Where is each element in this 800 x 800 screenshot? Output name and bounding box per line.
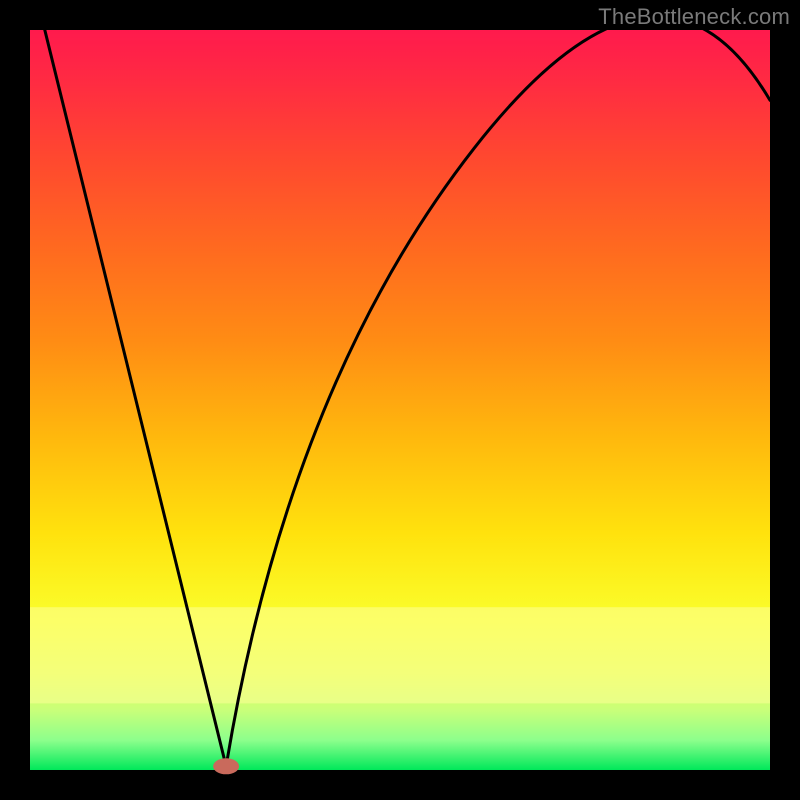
vertex-marker bbox=[213, 758, 239, 774]
chart-stage: TheBottleneck.com bbox=[0, 0, 800, 800]
bottleneck-chart bbox=[0, 0, 800, 800]
watermark-text: TheBottleneck.com bbox=[598, 4, 790, 30]
highlight-band bbox=[30, 607, 770, 703]
